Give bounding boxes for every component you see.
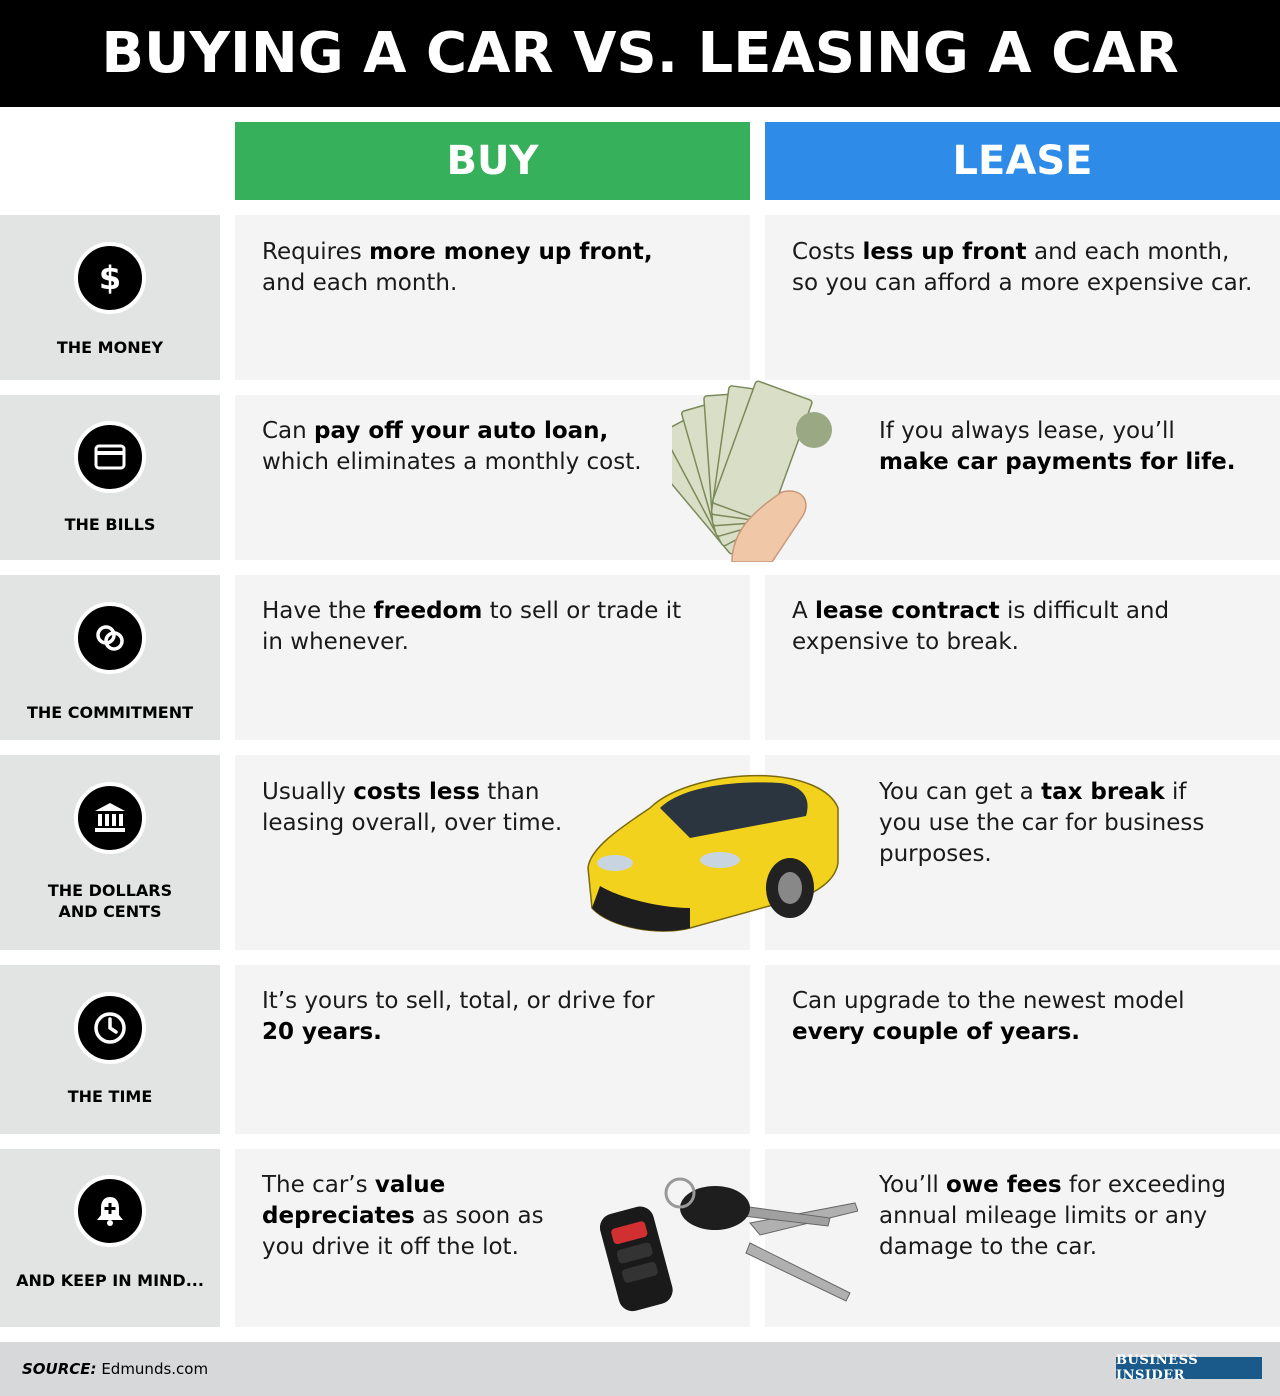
lease-text-commitment: A lease contract is difficult and expens…	[792, 598, 1170, 655]
lease-text-keep-in-mind: You’ll owe fees for exceeding annual mil…	[879, 1172, 1226, 1260]
money-fan-image	[672, 380, 832, 562]
business-insider-logo: BUSINESS INSIDER	[1116, 1353, 1262, 1383]
lease-text-time: Can upgrade to the newest model every co…	[792, 988, 1185, 1045]
lease-cell-dollars	[765, 755, 1280, 950]
row-title-dollars: THE DOLLARS AND CENTS	[47, 881, 173, 921]
buy-cell-time	[235, 965, 750, 1134]
lease-cell-time	[765, 965, 1280, 1134]
lease-column-header: LEASE	[765, 122, 1280, 200]
row-title-bills: THE BILLS	[64, 515, 156, 534]
credit-card-icon	[74, 421, 146, 493]
buy-cell-bills	[235, 395, 750, 560]
row-title-commitment: THE COMMITMENT	[26, 703, 193, 722]
source-citation: SOURCE: Edmunds.com	[22, 1360, 209, 1378]
buy-cell-commitment	[235, 575, 750, 740]
buy-text-keep-in-mind: The car’s value depreciates as soon as y…	[262, 1172, 544, 1260]
buy-text-dollars: Usually costs less than leasing overall,…	[262, 779, 563, 836]
buy-column-header: BUY	[235, 122, 750, 200]
page-title: BUYING A CAR VS. LEASING A CAR	[0, 0, 1280, 107]
buy-cell-money	[235, 215, 750, 380]
bank-icon	[74, 782, 146, 854]
car-keys-image	[600, 1177, 858, 1312]
lease-cell-commitment	[765, 575, 1280, 740]
buy-text-commitment: Have the freedom to sell or trade it in …	[262, 598, 682, 655]
lease-text-money: Costs less up front and each month, so y…	[792, 239, 1253, 296]
dollar-icon: $	[74, 242, 146, 314]
svg-text:$: $	[99, 259, 121, 297]
buy-text-time: It’s yours to sell, total, or drive for …	[262, 988, 655, 1045]
lease-text-bills: If you always lease, you’ll make car pay…	[879, 418, 1236, 475]
row-title-money: THE MONEY	[56, 338, 164, 357]
row-title-time: THE TIME	[67, 1087, 153, 1106]
row-title-keep-in-mind: AND KEEP IN MIND...	[16, 1271, 204, 1290]
clock-icon	[74, 992, 146, 1064]
footer-bar	[0, 1342, 1280, 1396]
rings-icon	[74, 602, 146, 674]
buy-text-money: Requires more money up front, and each m…	[262, 239, 653, 296]
lease-cell-keep-in-mind	[765, 1149, 1280, 1327]
alert-bell-icon	[74, 1175, 146, 1247]
buy-text-bills: Can pay off your auto loan, which elimin…	[262, 418, 642, 475]
lease-cell-bills	[765, 395, 1280, 560]
lease-text-dollars: You can get a tax break if you use the c…	[879, 779, 1205, 867]
lease-cell-money	[765, 215, 1280, 380]
yellow-sports-car-image	[587, 774, 839, 932]
